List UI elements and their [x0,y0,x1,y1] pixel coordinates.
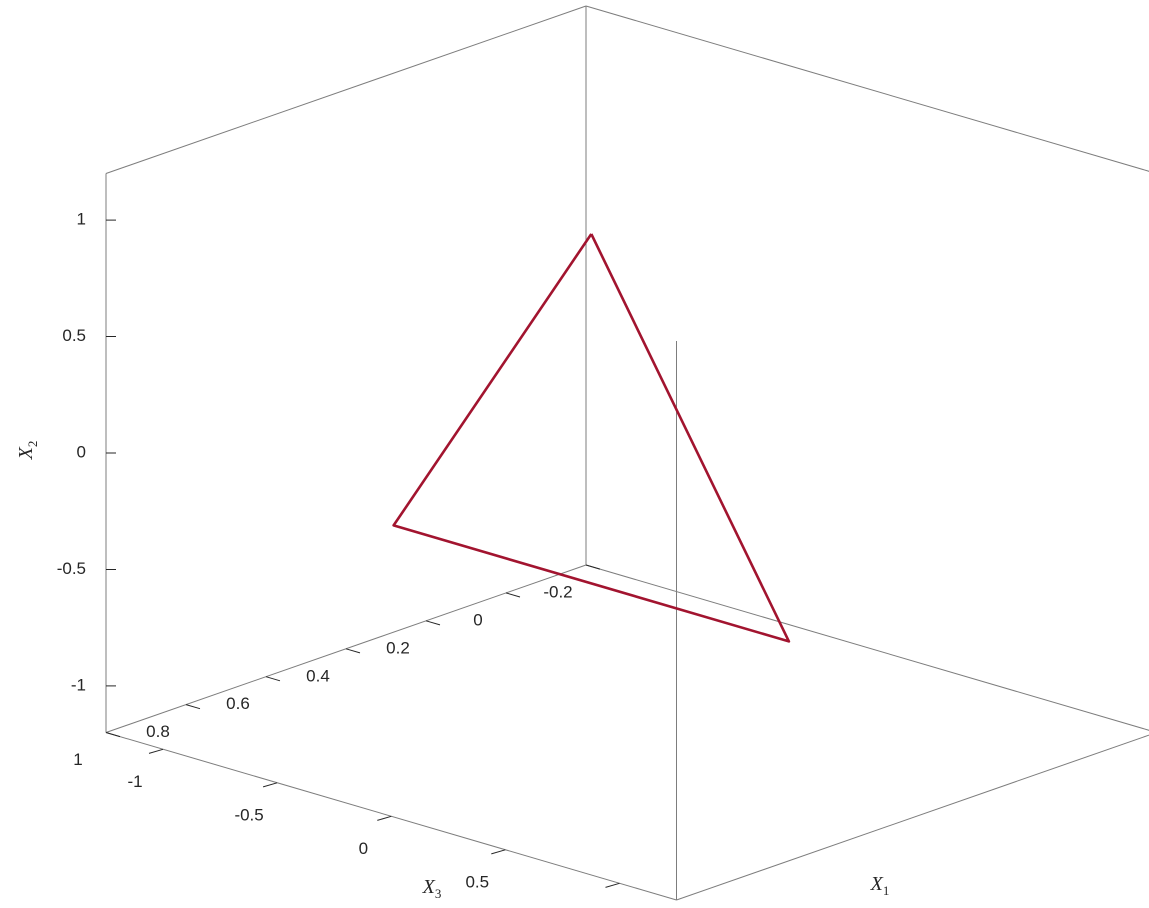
box-edge [105,564,587,733]
x3-tick-label: -0.2 [543,582,572,601]
x3-tick [585,564,601,570]
tick-marks [105,219,620,888]
x1-tick [605,882,620,888]
x1-tick-label: 0.5 [465,872,489,891]
x3-tick [425,620,441,626]
x1-tick-label: 0 [359,839,368,858]
axes-box [105,5,1149,901]
x3-tick-label: 0.2 [386,638,410,657]
plot-area [392,233,791,643]
x3-tick-label: 0 [473,610,482,629]
box-edge [585,5,1149,172]
box-edge [676,734,1149,901]
x2-tick-label: -0.5 [57,559,86,578]
x2-tick-label: 1 [77,210,86,229]
x3-axis-label: X3 [422,876,442,901]
x2-tick-label: 0 [77,442,86,461]
x1-tick-label: 1 [587,906,596,908]
x3-tick-label: 0.6 [226,694,250,713]
x3-tick [505,592,521,598]
x1-tick-label: -1 [127,772,142,791]
box-edge [105,5,587,174]
tick-labels: -1 -0.5 0 0.5 1 -0.2 0 0.2 0.4 0.6 0.8 1 -1 -0.5 0 0.5 1 [57,210,597,908]
x2-tick-label: 0.5 [62,326,86,345]
x1-tick-label: -0.5 [234,805,263,824]
box-edge [585,564,1149,731]
series-line [392,233,791,643]
x3-tick [185,704,201,710]
x1-tick [377,815,392,821]
x1-tick [491,849,506,855]
x1-tick [262,782,278,788]
x3-tick [105,732,121,738]
x1-axis-label: X1 [870,873,890,898]
x3-tick [265,676,281,682]
x2-axis-label: X2 [15,441,40,461]
x3-tick-label: 0.8 [146,722,170,741]
x1-tick [148,748,164,754]
x3-tick-label: 0.4 [306,666,330,685]
x3-tick [345,648,361,654]
x3-tick-label: 1 [73,750,82,769]
x2-tick-label: -1 [71,675,86,694]
